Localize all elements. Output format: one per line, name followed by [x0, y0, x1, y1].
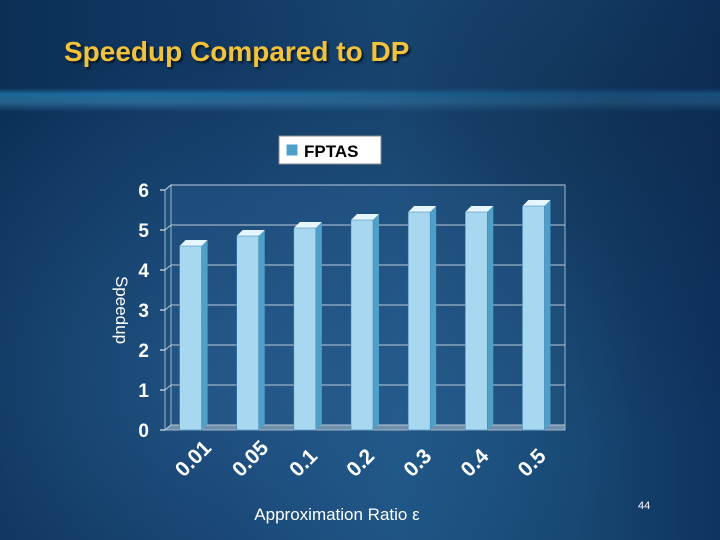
- bar-side: [258, 230, 265, 430]
- y-tick-label: 5: [138, 221, 149, 242]
- y-tick-label: 4: [138, 261, 149, 282]
- x-tick-label: 0.5: [514, 444, 551, 481]
- legend-swatch-fptas: [285, 143, 299, 157]
- y-tick-label: 0: [138, 421, 149, 442]
- x-tick-label: 0.3: [399, 445, 436, 482]
- bar-top: [465, 206, 494, 212]
- y-tick-label: 6: [138, 181, 149, 202]
- bar: [350, 214, 379, 431]
- bar-side: [315, 222, 322, 430]
- bar-top: [408, 206, 437, 212]
- x-tick-label: 0.2: [342, 445, 379, 482]
- bars: [179, 200, 551, 431]
- x-tick-label: 0.4: [457, 444, 494, 481]
- bar-top: [351, 214, 379, 220]
- bar-top: [179, 240, 208, 246]
- bar-front: [293, 227, 317, 431]
- bar-front: [465, 211, 488, 431]
- bar-front: [179, 245, 202, 431]
- bar-side: [544, 200, 551, 430]
- legend: FPTAS: [278, 135, 382, 165]
- page-number: 44: [638, 500, 651, 512]
- y-axis-label: Speedup: [112, 276, 131, 344]
- bar-top: [293, 222, 322, 228]
- x-tick-label: 0.1: [285, 444, 322, 481]
- x-axis-label: Approximation Ratio ε: [254, 505, 420, 524]
- bar-side: [430, 206, 437, 430]
- bar: [179, 240, 208, 431]
- y-tick-label: 2: [138, 341, 149, 362]
- bar-top: [236, 230, 265, 236]
- slide-title: Speedup Compared to DP: [64, 36, 410, 67]
- bar: [407, 206, 437, 431]
- bar-front: [350, 219, 374, 431]
- bar-side: [201, 240, 208, 430]
- x-tick-label: 0.05: [228, 436, 273, 481]
- x-tick-labels: 0.01 0.05 0.1 0.2 0.3 0.4 0.5: [171, 436, 551, 481]
- y-tick-labels: 0 1 2 3 4 5 6: [138, 181, 149, 442]
- bar-side: [373, 214, 379, 430]
- grid-line: [164, 184, 565, 191]
- y-tick-label: 1: [138, 381, 149, 402]
- bar-front: [236, 235, 259, 431]
- bar: [465, 206, 494, 431]
- bar-front: [522, 205, 545, 431]
- bar: [236, 230, 265, 431]
- bar: [522, 200, 551, 431]
- legend-label-fptas: FPTAS: [304, 142, 358, 161]
- bar-front: [407, 211, 431, 431]
- y-tick-label: 3: [138, 301, 149, 322]
- bar-side: [487, 206, 494, 430]
- x-tick-label: 0.01: [171, 436, 216, 481]
- bar: [293, 222, 322, 431]
- bar-top: [522, 200, 551, 206]
